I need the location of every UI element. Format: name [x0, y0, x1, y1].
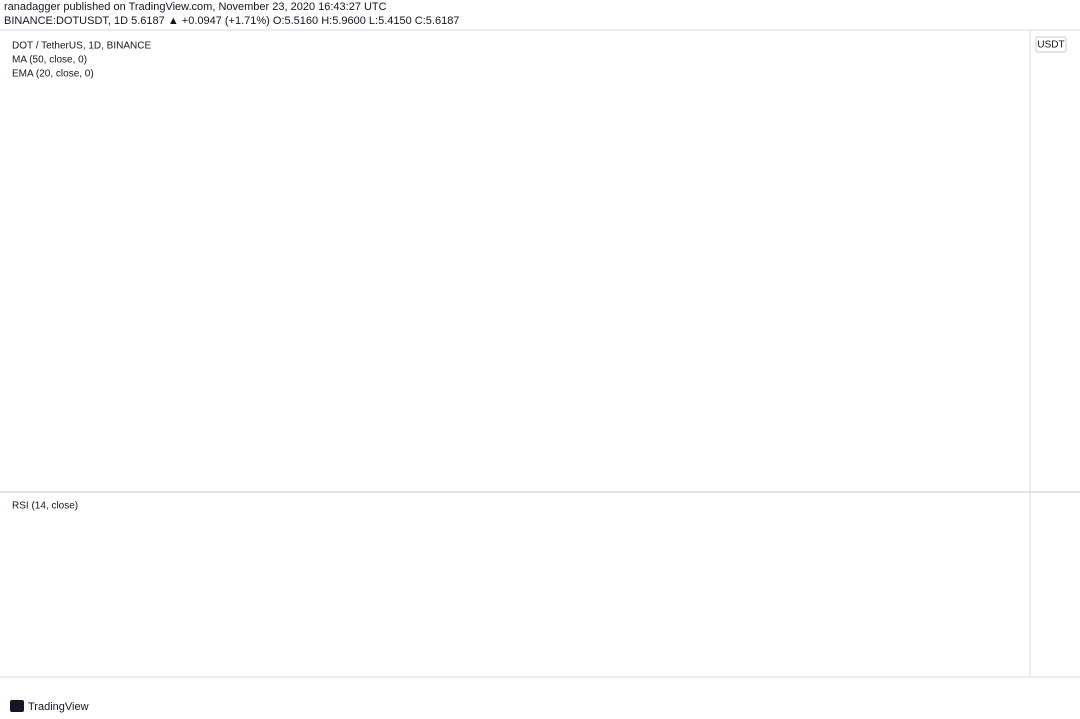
ema-legend: EMA (20, close, 0) — [12, 69, 94, 80]
brand: TradingView — [28, 701, 89, 713]
currency: USDT — [1037, 40, 1064, 51]
currency-box — [1035, 36, 1067, 53]
brand-logo — [10, 700, 24, 712]
publisher-line: ranadagger published on TradingView.com,… — [4, 1, 387, 13]
symbol-line: BINANCE:DOTUSDT, 1D 5.6187 ▲ +0.0947 (+1… — [4, 15, 459, 27]
rsi-legend: RSI (14, close) — [12, 501, 78, 512]
chart-title: DOT / TetherUS, 1D, BINANCE — [12, 41, 151, 52]
ma-legend: MA (50, close, 0) — [12, 55, 87, 66]
